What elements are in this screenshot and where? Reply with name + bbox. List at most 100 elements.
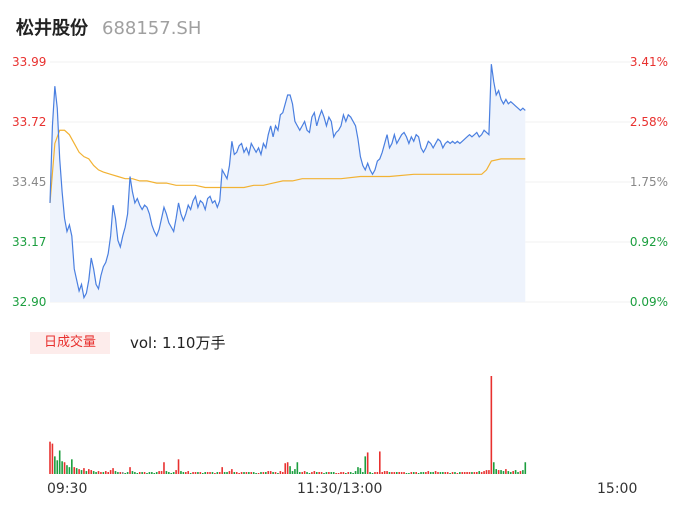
volume-bar [100, 472, 102, 474]
volume-bars [49, 376, 527, 474]
volume-bar [519, 471, 522, 474]
volume-bar [238, 473, 240, 474]
volume-bar [211, 472, 214, 474]
volume-bar [354, 471, 357, 474]
volume-bar [267, 471, 270, 474]
volume-bar [301, 472, 303, 474]
volume-bar [366, 452, 369, 474]
volume-bar [75, 468, 78, 474]
volume-bar [187, 471, 190, 474]
volume-bar [107, 472, 109, 474]
volume-bar [509, 472, 512, 474]
volume-bar [117, 472, 119, 474]
volume-bar [332, 472, 335, 474]
volume-bar [255, 473, 257, 474]
volume-bar [192, 472, 194, 474]
volume-bar [223, 472, 226, 474]
volume-bar [78, 469, 80, 474]
price-area [50, 64, 526, 302]
volume-bar [252, 472, 255, 474]
volume-bar [471, 472, 473, 474]
y-tick-left: 33.72 [12, 115, 46, 129]
stock-header: 松井股份 688157.SH [16, 14, 201, 40]
volume-bar [148, 472, 151, 474]
volume-bar [286, 462, 289, 474]
volume-bar [408, 473, 410, 474]
volume-bar [398, 472, 400, 474]
volume-bar [383, 471, 386, 474]
volume-bar [257, 473, 260, 474]
volume-bar [456, 473, 459, 474]
volume-bar [417, 473, 420, 474]
volume-bar [446, 472, 449, 474]
volume-bar [444, 472, 447, 474]
volume-bar [158, 471, 160, 474]
volume-bar [306, 472, 308, 474]
volume-bar [311, 472, 313, 474]
volume-bar [325, 472, 328, 474]
volume-bar [194, 472, 197, 474]
volume-bar [221, 467, 223, 474]
volume-bar [279, 471, 282, 474]
volume-bar [124, 473, 126, 474]
time-label-open: 09:30 [47, 481, 88, 497]
volume-bar [129, 467, 131, 474]
volume-bar [235, 472, 238, 474]
volume-bar [308, 473, 311, 474]
volume-bar [337, 473, 340, 474]
volume-bar [136, 473, 139, 474]
volume-bar [265, 472, 267, 474]
volume-bar [63, 462, 66, 474]
volume-bar [437, 472, 439, 474]
volume-bar [485, 470, 488, 474]
volume-bar [226, 472, 228, 474]
y-tick-right: 3.41% [630, 55, 668, 69]
volume-bar [121, 472, 124, 474]
stock-name: 松井股份 [16, 18, 88, 39]
time-label-midday: 11:30/13:00 [297, 481, 383, 497]
volume-bar [104, 471, 107, 474]
volume-bar [97, 471, 100, 474]
volume-bar [374, 472, 376, 474]
volume-bar [500, 470, 502, 474]
volume-bar [61, 461, 63, 474]
volume-bar [459, 472, 461, 474]
volume-bar [199, 472, 202, 474]
volume-bar [395, 472, 398, 474]
volume-bar [412, 472, 415, 474]
volume-bar [85, 471, 88, 474]
y-tick-left: 33.45 [12, 175, 46, 189]
volume-bar [95, 472, 97, 474]
volume-bar [386, 471, 388, 474]
volume-bar [68, 467, 71, 474]
volume-bar [214, 473, 216, 474]
volume-bar [197, 472, 199, 474]
volume-bar [250, 472, 253, 474]
volume-bar [289, 466, 291, 474]
volume-bar [126, 472, 129, 474]
y-tick-right: 2.58% [630, 115, 668, 129]
volume-bar [422, 472, 425, 474]
volume-bar [313, 471, 316, 474]
volume-bar [160, 471, 163, 474]
volume-bar [260, 472, 262, 474]
volume-tag[interactable]: 日成交量 [30, 332, 110, 354]
volume-bar [473, 472, 476, 474]
volume-bar [180, 471, 182, 474]
volume-bar [165, 471, 168, 474]
volume-bar [168, 472, 170, 474]
volume-bar [291, 471, 294, 474]
volume-bar [303, 471, 306, 474]
volume-bar [415, 472, 417, 474]
volume-value: vol: 1.10万手 [130, 334, 226, 352]
volume-bar [131, 471, 134, 474]
volume-bar [56, 460, 59, 474]
volume-bar [335, 473, 337, 474]
volume-bar [228, 471, 231, 474]
stock-code: 688157.SH [102, 18, 202, 39]
volume-bar [201, 473, 204, 474]
volume-bar [114, 471, 117, 474]
volume-bar [119, 472, 122, 474]
volume-bar [143, 472, 146, 474]
volume-bar [318, 472, 320, 474]
